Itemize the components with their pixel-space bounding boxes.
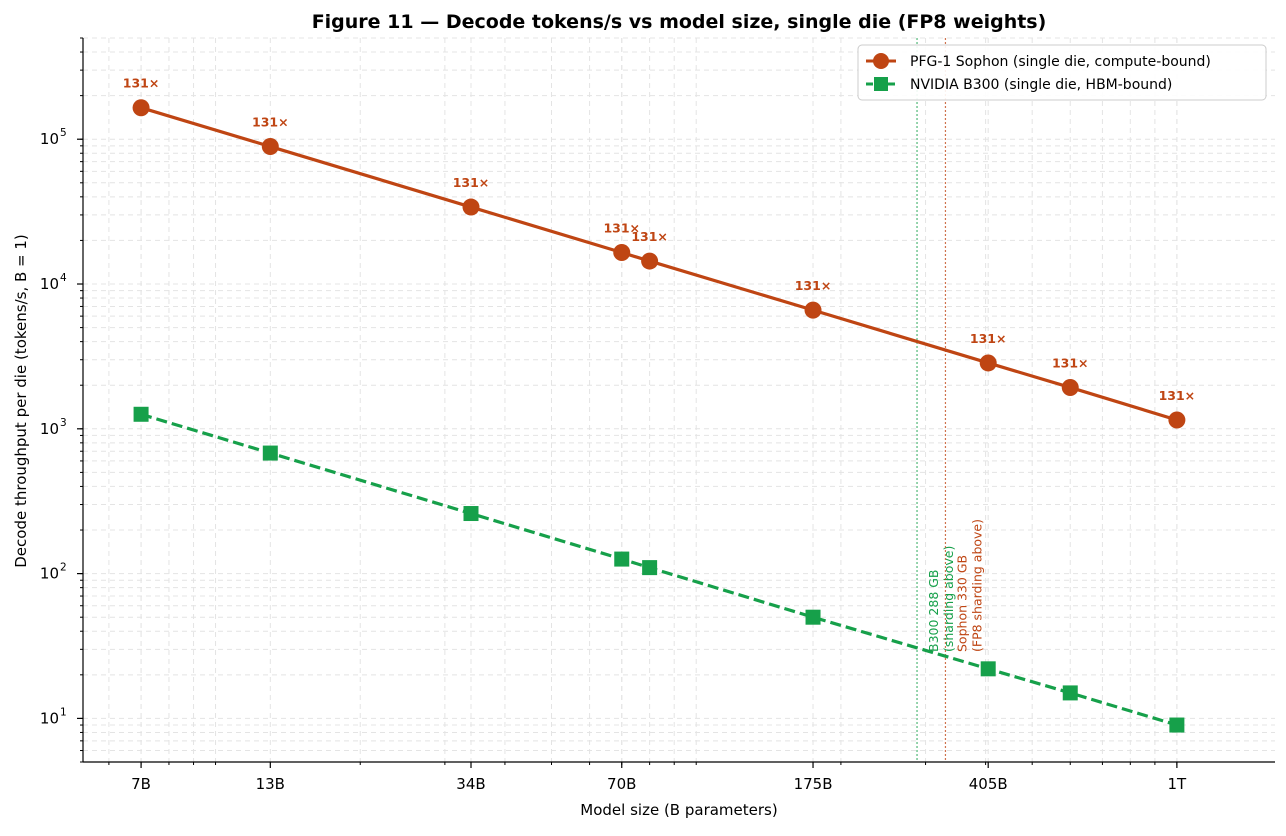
ratio-label: 131×	[603, 221, 640, 236]
ratio-label: 131×	[631, 229, 668, 244]
data-point	[132, 99, 150, 117]
y-tick-label: 10	[40, 709, 59, 727]
x-tick-label: 175B	[794, 775, 833, 793]
x-tick-label: 7B	[131, 775, 151, 793]
ratio-label: 131×	[1052, 355, 1089, 370]
ratio-label: 131×	[1159, 388, 1196, 403]
legend-swatch-marker	[873, 53, 889, 69]
data-point	[979, 354, 997, 372]
x-axis-label: Model size (B parameters)	[580, 801, 777, 819]
capacity-label-note: (sharding above)	[941, 546, 956, 652]
data-point	[261, 138, 279, 156]
y-tick-exponent: 1	[60, 706, 67, 718]
data-point	[804, 301, 822, 319]
data-point	[1169, 717, 1185, 733]
x-tick-label: 405B	[969, 775, 1008, 793]
x-tick-label: 70B	[607, 775, 636, 793]
ratio-label: 131×	[123, 76, 160, 91]
ratio-label: 131×	[795, 278, 832, 293]
data-point	[1061, 378, 1079, 396]
y-tick-label: 10	[40, 420, 59, 438]
ratio-label: 131×	[252, 115, 289, 130]
series-line	[140, 106, 1178, 422]
x-tick-label: 1T	[1168, 775, 1188, 793]
legend-label: NVIDIA B300 (single die, HBM-bound)	[910, 77, 1172, 93]
y-axis-label: Decode throughput per die (tokens/s, B =…	[12, 234, 30, 568]
data-point	[462, 198, 480, 216]
data-point	[614, 551, 630, 567]
x-tick-label: 13B	[256, 775, 285, 793]
legend-label: PFG-1 Sophon (single die, compute-bound)	[910, 54, 1211, 70]
y-tick-exponent: 5	[60, 127, 67, 139]
capacity-label-note: (FP8 sharding above)	[969, 519, 984, 652]
ratio-label: 131×	[453, 175, 490, 190]
y-tick-exponent: 2	[60, 562, 67, 574]
y-tick-label: 10	[40, 130, 59, 148]
data-point	[133, 406, 149, 422]
legend-swatch-marker	[874, 77, 888, 91]
y-tick-label: 10	[40, 565, 59, 583]
ratio-label: 131×	[970, 331, 1007, 346]
data-point	[980, 661, 996, 677]
data-point	[463, 506, 479, 522]
capacity-label: B300 288 GB	[926, 569, 941, 652]
data-point	[1062, 685, 1078, 701]
data-point	[642, 560, 658, 576]
data-point	[1168, 411, 1186, 429]
data-point	[805, 609, 821, 625]
y-tick-label: 10	[40, 275, 59, 293]
series-layer: 131×131×131×131×131×131×131×131×131×	[123, 76, 1195, 733]
capacity-markers: B300 288 GB (sharding above)Sophon 330 GB…	[916, 38, 984, 762]
data-point	[613, 244, 631, 262]
y-tick-exponent: 4	[60, 272, 67, 284]
capacity-label: Sophon 330 GB	[954, 555, 969, 652]
grid	[83, 37, 1275, 763]
legend: PFG-1 Sophon (single die, compute-bound)…	[857, 44, 1267, 101]
data-point	[641, 252, 659, 270]
chart-title: Figure 11 — Decode tokens/s vs model siz…	[312, 11, 1047, 33]
data-point	[262, 445, 278, 461]
legend-box	[857, 44, 1267, 101]
x-tick-label: 34B	[456, 775, 485, 793]
y-tick-exponent: 3	[60, 417, 67, 429]
